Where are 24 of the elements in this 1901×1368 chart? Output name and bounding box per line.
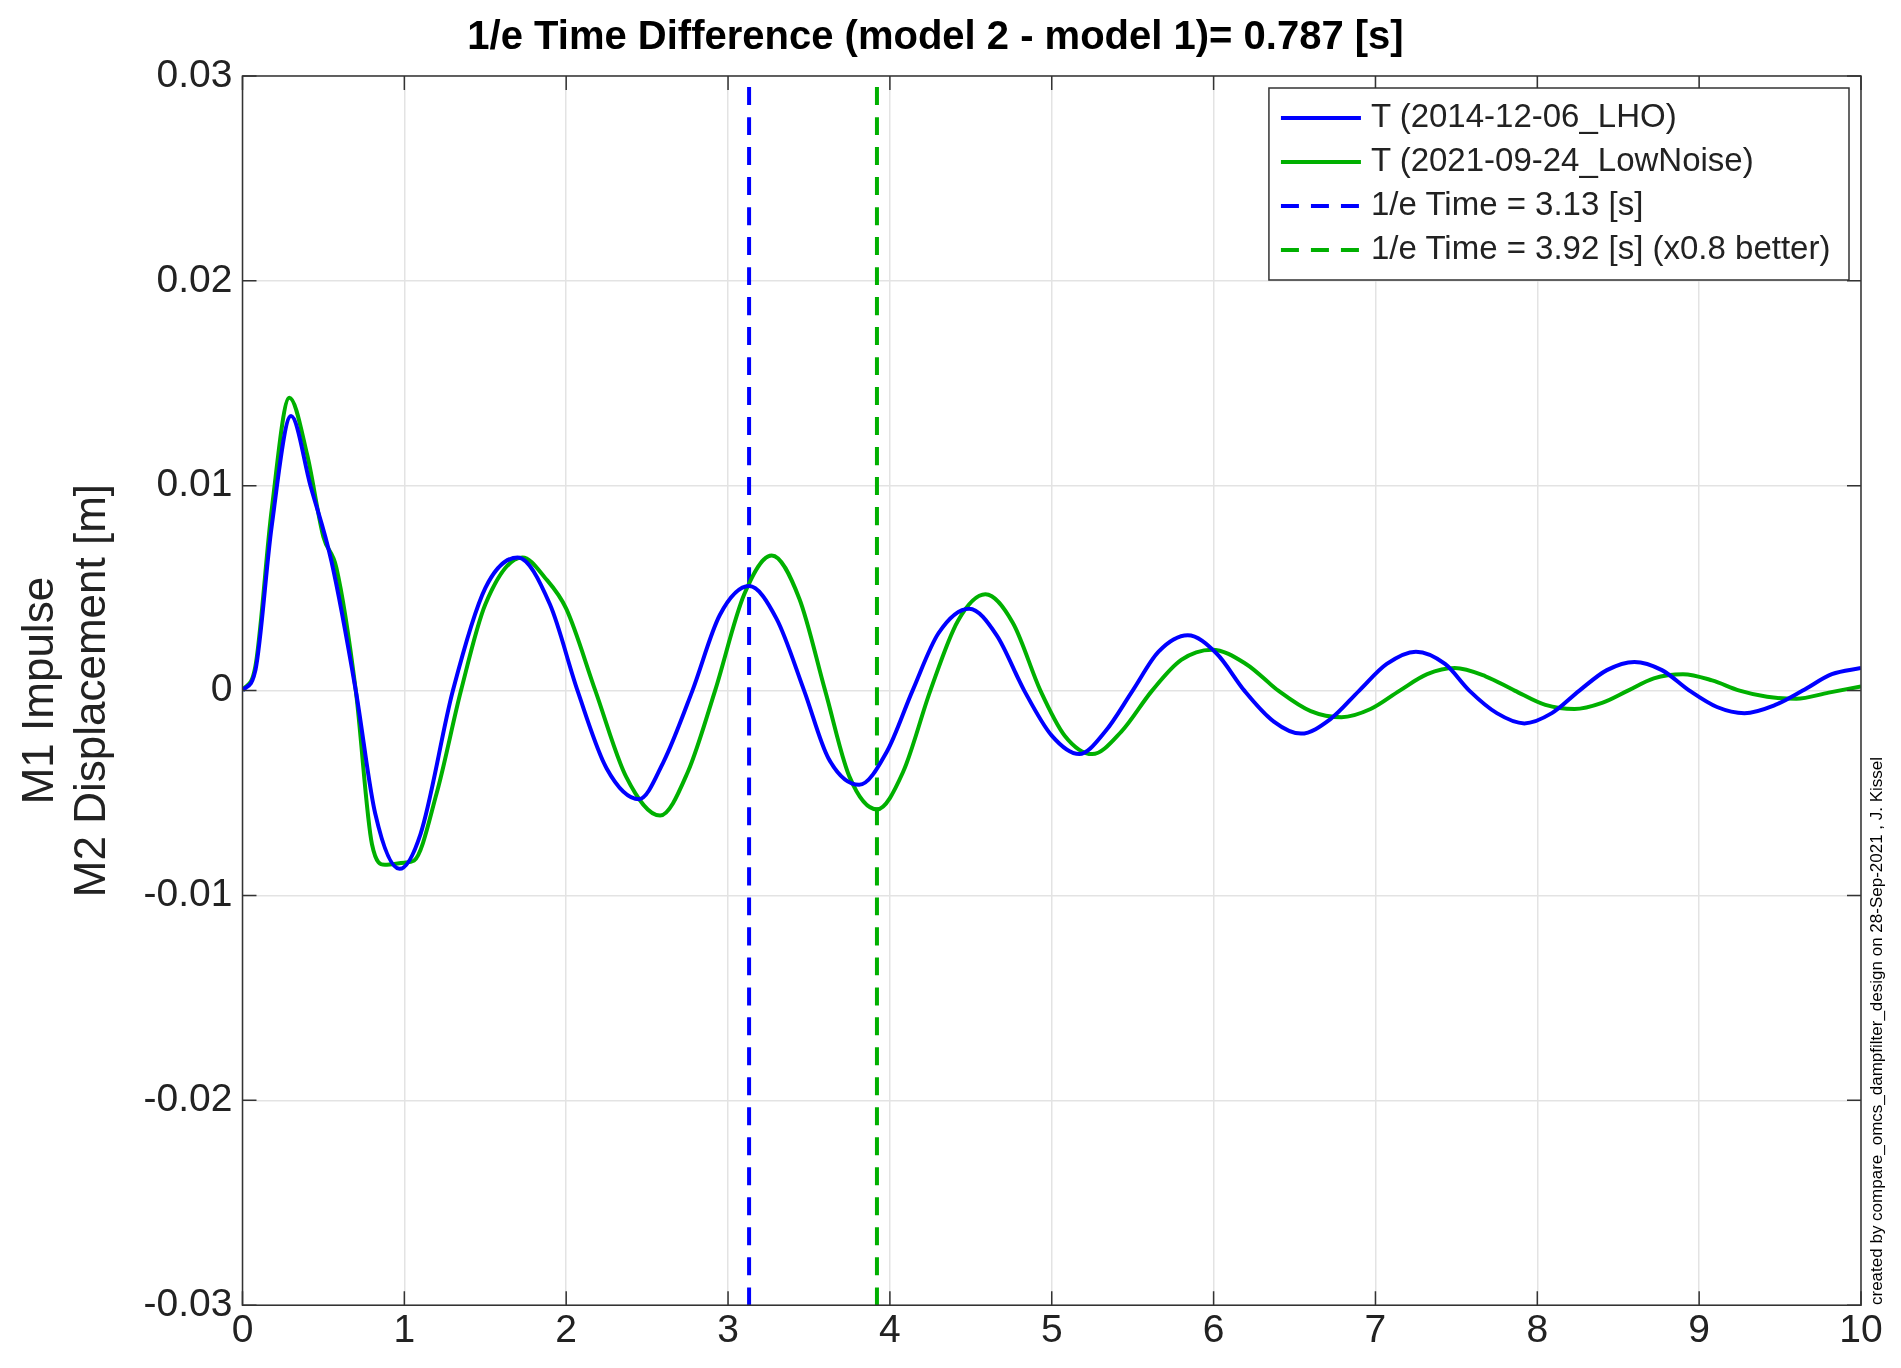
legend-label: T (2021-09-24_LowNoise) xyxy=(1370,141,1754,179)
y-tick-label: -0.01 xyxy=(143,871,233,915)
x-tick-label: 6 xyxy=(1202,1307,1225,1351)
chart-title: 1/e Time Difference (model 2 - model 1)= 0.787 [s] xyxy=(467,13,1404,58)
x-tick-label: 4 xyxy=(879,1307,901,1351)
x-tick-label: 7 xyxy=(1364,1307,1387,1351)
legend-label: 1/e Time = 3.92 [s] (x0.8 better) xyxy=(1370,229,1831,267)
y-tick-label: 0.02 xyxy=(156,256,233,300)
x-tick-label: 10 xyxy=(1839,1307,1883,1351)
text: created by compare_omcs_dampfilter_design on 28-Sep-2021 , J. Kissel xyxy=(1867,757,1887,1306)
legend-label: T (2014-12-06_LHO) xyxy=(1370,97,1677,135)
y-tick-label: -0.03 xyxy=(143,1280,233,1324)
x-tick-label: 1 xyxy=(393,1307,416,1351)
x-tick-label: 3 xyxy=(717,1307,739,1351)
y-tick-label: -0.02 xyxy=(143,1076,233,1120)
y-tick-label: 0 xyxy=(210,666,233,710)
y-tick-label: 0.01 xyxy=(156,461,233,505)
y-tick-label: 0.03 xyxy=(156,51,233,95)
x-tick-label: 2 xyxy=(555,1307,578,1351)
x-tick-label: 9 xyxy=(1688,1307,1710,1351)
legend-label: 1/e Time = 3.13 [s] xyxy=(1370,185,1644,223)
x-tick-label: 5 xyxy=(1040,1307,1063,1351)
x-tick-label: 8 xyxy=(1526,1307,1549,1351)
y-axis-title: M1 Impulse M2 Displacement [m] xyxy=(12,483,115,898)
